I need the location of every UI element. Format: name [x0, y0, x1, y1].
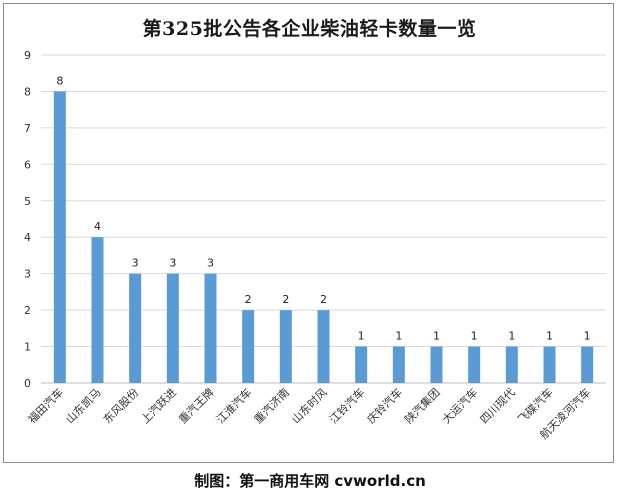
bar [392, 346, 405, 383]
data-label: 2 [320, 293, 327, 306]
x-tick-label: 福田汽车 [25, 385, 66, 426]
data-label: 3 [132, 257, 139, 270]
bar [430, 346, 443, 383]
y-tick-label: 7 [24, 122, 31, 135]
bar [581, 346, 594, 383]
data-label: 2 [282, 293, 289, 306]
x-tick-label: 大运汽车 [439, 385, 480, 426]
x-tick-label: 重汽王牌 [176, 385, 217, 426]
x-tick-label: 上汽跃进 [138, 385, 179, 426]
y-tick-label: 5 [24, 195, 31, 208]
bar [317, 310, 330, 383]
x-tick-label: 陕汽集团 [402, 385, 443, 426]
y-tick-label: 6 [24, 158, 31, 171]
x-tick-label: 四川现代 [478, 386, 518, 426]
bar [204, 273, 217, 383]
x-tick-label: 江淮汽车 [213, 385, 254, 426]
data-label: 1 [546, 330, 553, 343]
x-tick-label: 江铃汽车 [326, 385, 367, 426]
bar [355, 346, 368, 383]
x-tick-label: 山东凯马 [63, 386, 103, 426]
bar [53, 91, 66, 383]
y-tick-label: 0 [24, 377, 31, 390]
y-tick-label: 9 [24, 49, 31, 62]
data-label: 3 [169, 257, 176, 270]
data-label: 8 [56, 74, 63, 87]
y-tick-label: 2 [24, 304, 31, 317]
x-tick-label: 庆铃汽车 [364, 385, 405, 426]
chart-frame: 第325批公告各企业柴油轻卡数量一览 0 1 2 3 4 5 6 7 8 9 8 福田汽车 4 山东凯马 3… [3, 3, 614, 463]
data-label: 1 [508, 330, 515, 343]
y-tick-label: 1 [24, 341, 31, 354]
data-label: 3 [207, 257, 214, 270]
bar [91, 237, 104, 383]
image-credit: 制图：第一商用车网 cvworld.cn [194, 472, 426, 490]
bar [505, 346, 518, 383]
bar [468, 346, 481, 383]
data-label: 1 [358, 330, 365, 343]
data-label: 1 [433, 330, 440, 343]
bar [129, 273, 142, 383]
bar [166, 273, 179, 383]
data-label: 1 [471, 330, 478, 343]
bar [242, 310, 255, 383]
data-label: 2 [245, 293, 252, 306]
x-tick-label: 东风股份 [101, 386, 141, 426]
data-label: 4 [94, 220, 101, 233]
bar [279, 310, 292, 383]
y-tick-label: 4 [24, 231, 31, 244]
bar [543, 346, 556, 383]
bar-chart: 0 1 2 3 4 5 6 7 8 9 8 福田汽车 4 山东凯马 3 东风股份 3 上汽跃进 3 重汽王牌 2 江淮汽车… [24, 49, 606, 442]
x-tick-label: 重汽济南 [251, 385, 292, 426]
chart-title: 第325批公告各企业柴油轻卡数量一览 [142, 18, 477, 40]
x-tick-label: 山东时风 [289, 386, 329, 426]
y-tick-label: 8 [24, 85, 31, 98]
data-label: 1 [395, 330, 402, 343]
data-label: 1 [584, 330, 591, 343]
y-tick-label: 3 [24, 268, 31, 281]
